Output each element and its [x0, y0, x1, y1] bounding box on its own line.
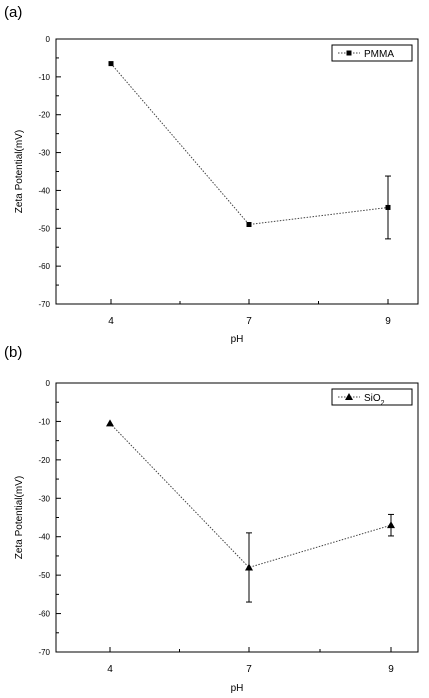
x-tick-label: 7: [246, 664, 252, 675]
y-tick-label: -70: [38, 648, 50, 657]
legend: SiO2: [331, 388, 413, 407]
x-tick-label: 7: [246, 316, 252, 327]
y-tick-label: -60: [38, 610, 50, 619]
y-tick-label: -50: [38, 571, 50, 580]
y-tick-label: -50: [38, 224, 50, 233]
y-tick-label: -30: [38, 494, 50, 503]
y-tick-label: -60: [38, 262, 50, 271]
data-point: [108, 61, 114, 67]
zeta-chart-a: 0 -10 -20 -30 -40 -50 -60 -70 4 7 9 pH Zeta Potentia…: [14, 35, 419, 345]
series-line: [110, 63, 389, 226]
panel-label-a: (a): [4, 4, 23, 21]
series-line: [109, 423, 392, 569]
data-point: [245, 563, 253, 571]
y-tick-label: -20: [38, 456, 50, 465]
y-axis-title: Zeta Potential(mV): [14, 476, 25, 559]
x-tick-label: 9: [388, 664, 394, 675]
legend-label: PMMA: [364, 49, 394, 60]
y-tick-label: -20: [38, 111, 50, 120]
x-axis-title: pH: [231, 683, 244, 694]
legend-box: [331, 388, 413, 406]
x-tick-label: 4: [107, 664, 113, 675]
data-point: [106, 419, 114, 427]
y-tick-label: -30: [38, 149, 50, 158]
zeta-chart-b: 0 -10 -20 -30 -40 -50 -60 -70 4 7 9 pH Zeta Potentia…: [14, 379, 419, 694]
x-axis-title: pH: [231, 334, 244, 345]
chart-panel-b: (b) 0 -10 -20 -30 -40 -50 -60 -70 4 7 9 pH Zeta Pote…: [0, 344, 429, 698]
legend-marker: [345, 393, 353, 400]
y-axis-title: Zeta Potential(mV): [14, 130, 25, 213]
y-tick-label: -10: [38, 73, 50, 82]
plot-frame: [55, 38, 419, 305]
legend-label: SiO2: [364, 393, 385, 407]
y-tick-label: 0: [46, 35, 51, 44]
y-tick-label: -40: [38, 186, 50, 195]
y-tick-label: -70: [38, 300, 50, 309]
panel-label-b: (b): [4, 344, 23, 361]
legend-label-subscript: 2: [381, 400, 385, 407]
x-tick-label: 9: [385, 316, 391, 327]
chart-panel-a: (a) 0 -10 -20 -30 -40 -50 -60 -70 4 7 9 pH Zeta Pote…: [4, 4, 419, 345]
y-tick-label: -10: [38, 417, 50, 426]
data-point: [385, 204, 391, 210]
data-point: [246, 222, 252, 227]
y-tick-label: 0: [46, 379, 51, 388]
data-point: [387, 521, 395, 529]
legend: PMMA: [331, 44, 413, 62]
legend-marker: [346, 50, 352, 56]
legend-box: [331, 44, 413, 62]
y-tick-label: -40: [38, 533, 50, 542]
x-tick-label: 4: [108, 316, 114, 327]
